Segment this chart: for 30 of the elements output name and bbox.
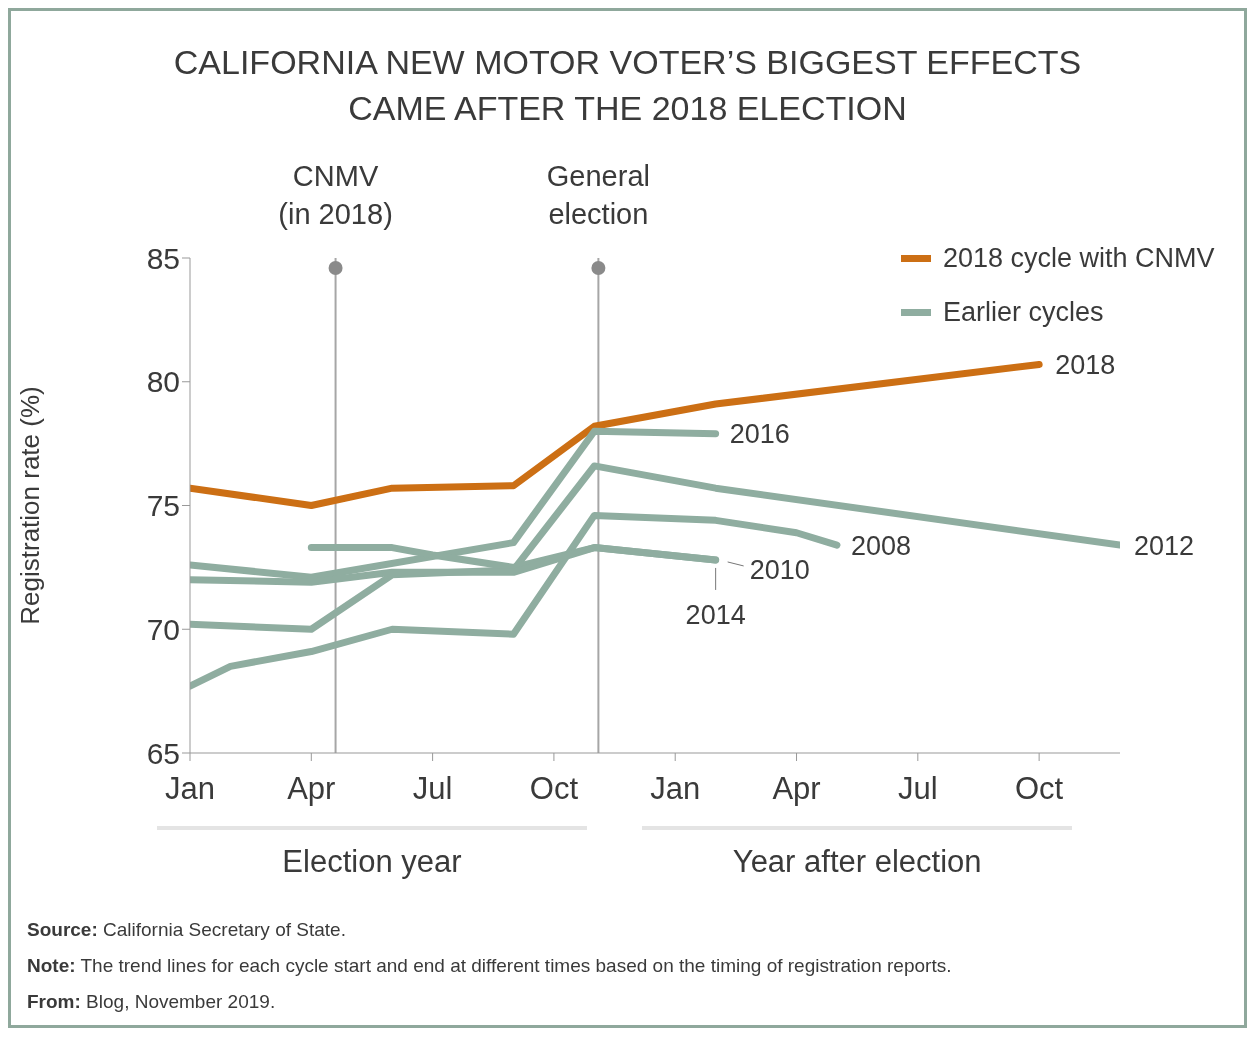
x-tick-label: Jan xyxy=(650,771,701,807)
y-tick-label: 80 xyxy=(146,365,180,399)
chart-title: CALIFORNIA NEW MOTOR VOTER’S BIGGEST EFFECTS CAME AFTER THE 2018 ELECTION xyxy=(172,42,1083,129)
y-axis-title: Registration rate (%) xyxy=(15,386,46,625)
y-tick-label: 85 xyxy=(146,241,180,275)
text: From: Blog, November 2019. xyxy=(27,991,277,1013)
text: Election year xyxy=(281,844,463,880)
x-tick-label: Jan xyxy=(165,771,215,807)
x-tick-label: Apr xyxy=(287,771,336,807)
x-tick-label: Apr xyxy=(772,771,821,807)
series-label: 2016 xyxy=(729,419,790,450)
annotation: 2018 cycle with CNMV xyxy=(943,242,1215,274)
text: General election xyxy=(546,160,650,230)
series-label: 2014 xyxy=(685,600,746,631)
series-label: 2010 xyxy=(749,555,810,586)
text: Note: The trend lines for each cycle start and end at different times based on the timing of registration reports. xyxy=(27,955,952,977)
text: Year after election xyxy=(731,844,983,880)
source-note: Source: California Secretary of State. xyxy=(27,919,347,941)
x-tick-label: Jul xyxy=(898,771,938,807)
text: CNMV (in 2018) xyxy=(278,160,393,230)
y-tick-label: 70 xyxy=(146,612,180,646)
x-tick-label: Oct xyxy=(529,771,579,807)
x-tick-label: Jul xyxy=(412,771,453,807)
annotation: Earlier cycles xyxy=(943,296,1104,328)
y-tick-label: 65 xyxy=(146,736,180,770)
series-label: 2018 xyxy=(1055,349,1116,380)
series-label: 2012 xyxy=(1134,530,1195,561)
y-tick-label: 75 xyxy=(146,489,180,523)
series-label: 2008 xyxy=(850,530,912,561)
x-tick-label: Oct xyxy=(1015,771,1064,807)
